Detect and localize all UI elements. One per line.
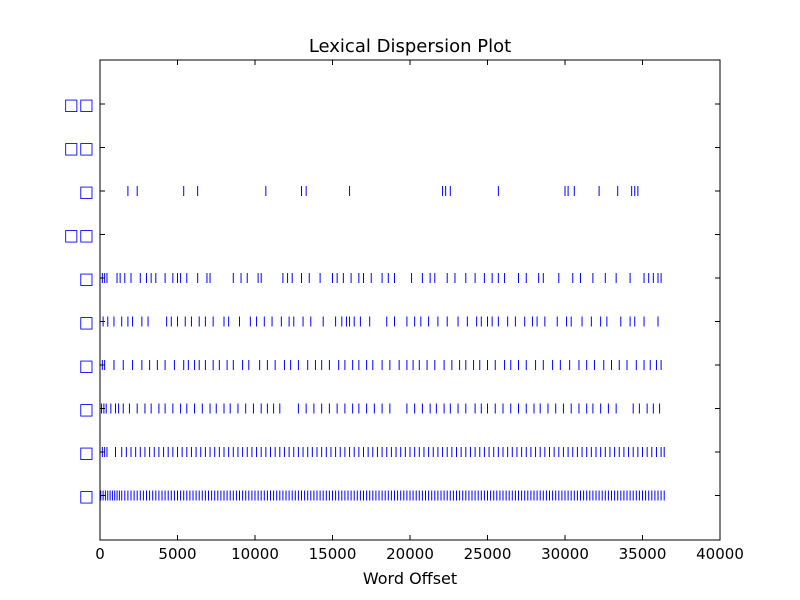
x-tick-label: 15000 (309, 545, 357, 563)
word-label: □ (79, 400, 94, 419)
x-tick-label: 25000 (464, 545, 512, 563)
x-tick-label: 5000 (158, 545, 196, 563)
word-label: □ (79, 182, 94, 201)
x-tick-label: 0 (95, 545, 105, 563)
x-tick-label: 35000 (619, 545, 667, 563)
word-label: □ (79, 313, 94, 332)
x-axis: 0 5000 10000 15000 20000 25000 30000 35000 40000 (95, 60, 744, 563)
word-label: □□ (64, 95, 94, 114)
x-axis-label: Word Offset (363, 569, 457, 588)
word-label: □ (79, 487, 94, 506)
word-label: □ (79, 443, 94, 462)
word-label: □□ (64, 226, 94, 245)
word-label: □ (79, 269, 94, 288)
plot-marks (100, 186, 665, 501)
word-label: □ (79, 356, 94, 375)
x-tick-label: 20000 (386, 545, 434, 563)
chart-title: Lexical Dispersion Plot (309, 36, 511, 57)
x-tick-label: 10000 (231, 545, 279, 563)
word-labels: □□□□□□□□□□□□□ (64, 95, 94, 506)
x-tick-label: 30000 (541, 545, 589, 563)
plot-frame (99, 59, 721, 541)
x-tick-label: 40000 (696, 545, 744, 563)
word-label: □□ (64, 139, 94, 158)
